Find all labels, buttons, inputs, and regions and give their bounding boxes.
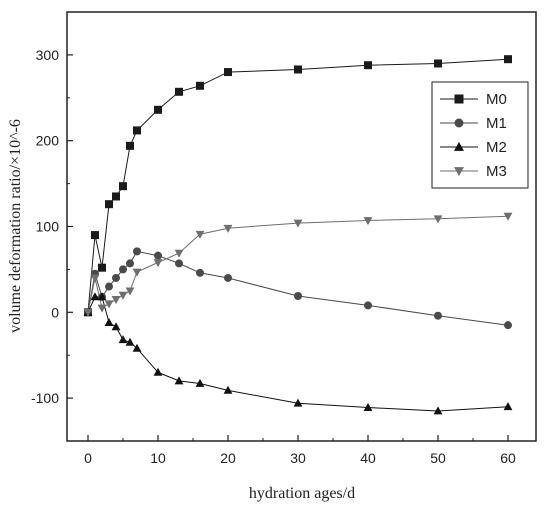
x-axis: 0 10 20 30 40 50 60 bbox=[84, 435, 516, 466]
data-point-m2 bbox=[125, 337, 135, 346]
data-point-m3 bbox=[223, 224, 233, 233]
data-point-m0 bbox=[434, 59, 442, 68]
legend-marker-m3 bbox=[454, 167, 464, 177]
data-point-m2 bbox=[503, 402, 513, 411]
x-tick-label: 10 bbox=[150, 450, 166, 466]
data-point-m3 bbox=[125, 287, 135, 296]
data-point-m3 bbox=[90, 274, 100, 283]
data-point-m1 bbox=[434, 311, 442, 320]
data-point-m3 bbox=[363, 217, 373, 226]
data-point-m3 bbox=[104, 300, 114, 309]
legend-marker-m0 bbox=[454, 94, 464, 104]
data-point-m1 bbox=[175, 259, 183, 268]
data-point-m1 bbox=[196, 268, 204, 277]
data-point-m0 bbox=[105, 200, 113, 209]
data-point-m3 bbox=[83, 308, 93, 317]
data-point-m2 bbox=[153, 367, 163, 376]
legend-box bbox=[431, 81, 529, 189]
data-point-m0 bbox=[224, 68, 232, 77]
data-point-m3 bbox=[97, 304, 107, 313]
data-point-m1 bbox=[133, 247, 141, 256]
data-point-m2 bbox=[174, 376, 184, 385]
data-point-m0 bbox=[154, 105, 162, 114]
legend-label-m1: M1 bbox=[486, 115, 507, 132]
legend-label-m3: M3 bbox=[486, 163, 507, 180]
data-point-m3 bbox=[118, 291, 128, 300]
data-point-m2 bbox=[90, 292, 100, 301]
y-tick-label: 300 bbox=[36, 47, 60, 63]
data-point-m0 bbox=[98, 263, 106, 272]
data-point-m0 bbox=[294, 65, 302, 74]
data-point-m1 bbox=[112, 273, 120, 282]
y-tick-label: 100 bbox=[36, 219, 60, 235]
x-tick-label: 30 bbox=[290, 450, 306, 466]
data-point-m0 bbox=[364, 61, 372, 70]
y-tick-label: 200 bbox=[36, 133, 60, 149]
data-point-m0 bbox=[504, 55, 512, 64]
legend-marker-m1 bbox=[454, 118, 464, 128]
series-line-m0 bbox=[87, 58, 509, 313]
data-point-m2 bbox=[132, 343, 142, 352]
data-point-m1 bbox=[119, 265, 127, 274]
series-line-m2 bbox=[87, 296, 509, 412]
data-point-m0 bbox=[119, 182, 127, 191]
data-point-m1 bbox=[154, 251, 162, 260]
data-point-m2 bbox=[363, 402, 373, 411]
x-tick-label: 60 bbox=[500, 450, 516, 466]
data-point-m3 bbox=[433, 215, 443, 224]
legend-label-m2: M2 bbox=[486, 139, 507, 156]
data-point-m0 bbox=[175, 87, 183, 96]
y-axis: -100 0 100 200 300 bbox=[31, 11, 73, 442]
data-point-m2 bbox=[223, 385, 233, 394]
plot-area bbox=[66, 11, 537, 442]
x-tick-label: 50 bbox=[430, 450, 446, 466]
data-point-m2 bbox=[111, 322, 121, 331]
x-axis-title: hydration ages/d bbox=[249, 485, 355, 502]
data-point-m3 bbox=[153, 259, 163, 268]
data-point-m2 bbox=[195, 378, 205, 387]
data-point-m1 bbox=[105, 282, 113, 291]
y-axis-title: volume deformation ratio/×10^-6 bbox=[7, 119, 24, 333]
data-point-m2 bbox=[104, 317, 114, 326]
y-tick-label: -100 bbox=[31, 390, 59, 406]
series-line-m1 bbox=[87, 250, 509, 326]
data-point-m1 bbox=[224, 273, 232, 282]
legend-label-m0: M0 bbox=[486, 91, 507, 108]
data-point-m1 bbox=[364, 301, 372, 310]
data-point-m0 bbox=[126, 141, 134, 150]
data-point-m3 bbox=[293, 219, 303, 228]
series-markers bbox=[83, 55, 513, 415]
legend-marker-m2 bbox=[454, 141, 464, 151]
data-point-m3 bbox=[174, 249, 184, 258]
data-point-m3 bbox=[503, 212, 513, 221]
data-point-m2 bbox=[97, 292, 107, 301]
data-point-m0 bbox=[196, 81, 204, 90]
data-point-m1 bbox=[126, 259, 134, 268]
data-point-m1 bbox=[504, 321, 512, 330]
data-point-m0 bbox=[91, 231, 99, 240]
data-point-m0 bbox=[112, 192, 120, 201]
data-point-m3 bbox=[111, 296, 121, 305]
data-point-m3 bbox=[195, 230, 205, 239]
data-point-m2 bbox=[118, 335, 128, 344]
data-point-m2 bbox=[293, 398, 303, 407]
y-tick-label: 0 bbox=[51, 304, 59, 320]
legend: M0 M1 M2 M3 bbox=[431, 81, 529, 189]
x-tick-label: 40 bbox=[360, 450, 376, 466]
data-point-m0 bbox=[133, 126, 141, 135]
data-point-m3 bbox=[132, 268, 142, 277]
data-point-m2 bbox=[433, 406, 443, 415]
data-point-m1 bbox=[294, 291, 302, 300]
x-tick-label: 20 bbox=[220, 450, 236, 466]
x-tick-label: 0 bbox=[84, 450, 92, 466]
